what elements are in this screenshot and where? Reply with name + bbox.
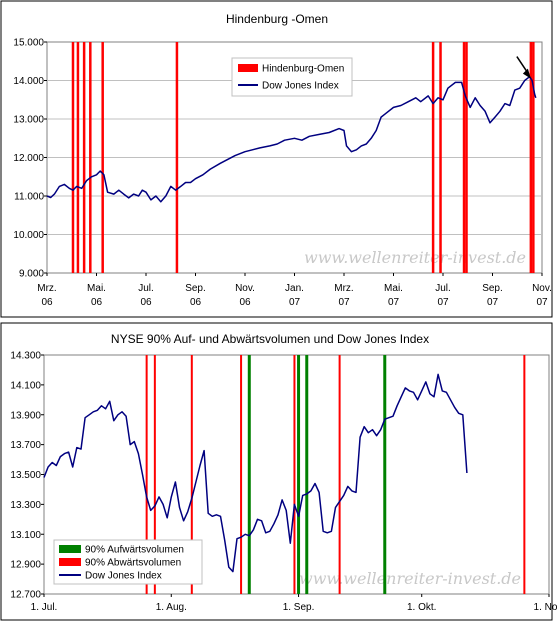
- x-tick-label: 1. Nov.: [534, 602, 557, 613]
- x-tick-label: Nov.: [235, 283, 255, 294]
- y-tick-label: 14.300: [10, 351, 41, 362]
- x-tick-label: 06: [239, 297, 251, 308]
- y-tick-label: 13.700: [10, 440, 41, 451]
- x-tick-label: 1. Jul.: [31, 602, 58, 613]
- y-tick-label: 9.000: [19, 269, 44, 280]
- legend-label: 90% Abwärtsvolumen: [85, 558, 181, 569]
- arrow-head: [522, 68, 531, 79]
- x-tick-label: 06: [190, 297, 202, 308]
- chart-title-hindenburg: Hindenburg -Omen: [226, 12, 328, 26]
- x-tick-label: 07: [487, 297, 499, 308]
- y-tick-label: 11.000: [14, 192, 44, 203]
- watermark: www.wellenreiter-invest.de: [299, 569, 521, 588]
- x-tick-label: Jul.: [138, 283, 154, 294]
- x-tick-label: Mrz.: [334, 283, 353, 294]
- dow-jones-line: [46, 75, 537, 203]
- dow-jones-line: [43, 373, 468, 573]
- y-tick-label: 12.000: [13, 153, 44, 164]
- legend-label: Hindenburg-Omen: [262, 64, 344, 75]
- x-tick-label: 07: [388, 297, 400, 308]
- x-tick-label: 07: [437, 297, 449, 308]
- x-tick-label: 07: [536, 297, 548, 308]
- x-tick-label: Jan.: [285, 283, 304, 294]
- y-tick-label: 13.100: [10, 530, 41, 541]
- legend-label: Dow Jones Index: [85, 571, 162, 582]
- y-tick-label: 14.100: [10, 380, 41, 391]
- legend-swatch-signal: [238, 64, 258, 72]
- watermark: www.wellenreiter-invest.de: [304, 248, 526, 267]
- x-tick-label: 1. Aug.: [156, 602, 187, 613]
- x-tick-label: Mrz.: [37, 283, 56, 294]
- x-tick-label: Nov.: [532, 283, 552, 294]
- x-tick-label: Sep.: [482, 283, 503, 294]
- legend-swatch: [59, 545, 81, 553]
- x-tick-label: 1. Sep.: [283, 602, 315, 613]
- legend-label: Dow Jones Index: [262, 81, 339, 92]
- y-tick-label: 12.900: [10, 560, 41, 571]
- x-tick-label: Jul.: [435, 283, 451, 294]
- y-tick-label: 10.000: [13, 230, 44, 241]
- x-tick-label: 07: [289, 297, 301, 308]
- x-tick-label: Mai.: [384, 283, 403, 294]
- legend-swatch: [59, 558, 81, 566]
- y-tick-label: 13.900: [10, 410, 41, 421]
- legend-label: 90% Aufwärtsvolumen: [85, 545, 184, 556]
- y-tick-label: 14.000: [13, 76, 44, 87]
- x-tick-label: 06: [140, 297, 152, 308]
- chart-title-nyse: NYSE 90% Auf- und Abwärtsvolumen und Dow…: [111, 332, 429, 346]
- x-tick-label: 07: [338, 297, 350, 308]
- y-tick-label: 13.000: [13, 115, 44, 126]
- x-tick-label: 06: [41, 297, 53, 308]
- x-tick-label: Sep.: [185, 283, 206, 294]
- y-tick-label: 12.700: [10, 590, 41, 601]
- x-tick-label: 06: [91, 297, 103, 308]
- x-tick-label: Mai.: [87, 283, 106, 294]
- y-tick-label: 15.000: [13, 38, 44, 49]
- y-tick-label: 13.300: [10, 500, 41, 511]
- y-tick-label: 13.500: [10, 470, 41, 481]
- x-tick-label: 1. Okt.: [407, 602, 436, 613]
